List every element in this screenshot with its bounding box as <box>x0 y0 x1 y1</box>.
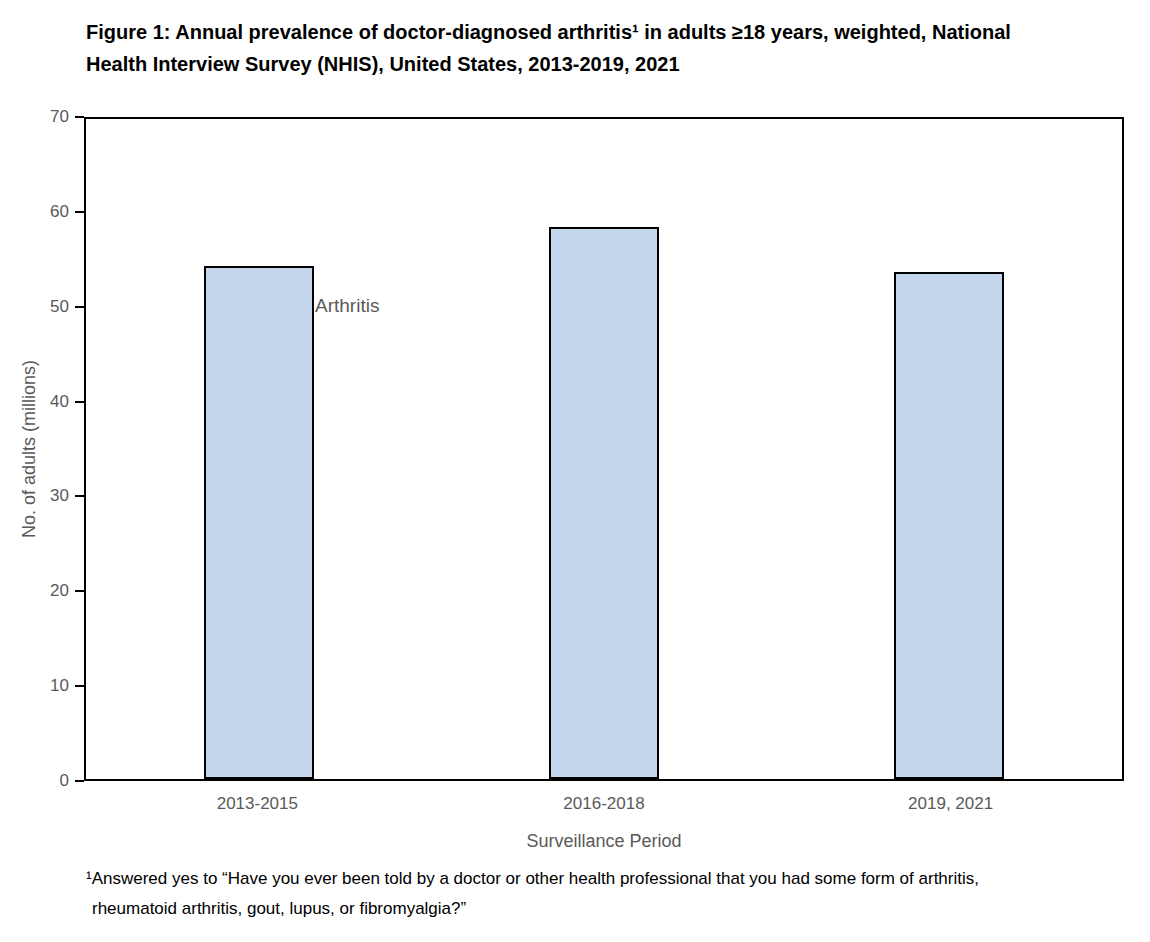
y-tick-label: 20 <box>50 581 69 601</box>
x-axis: 2013-2015 2016-2018 2019, 2021 <box>84 781 1124 823</box>
y-tick-mark <box>75 211 84 213</box>
y-tick-mark <box>75 685 84 687</box>
y-tick-mark <box>75 590 84 592</box>
y-tick-mark <box>75 116 84 118</box>
bar-2016-2018 <box>549 227 659 779</box>
y-tick-label: 30 <box>50 486 69 506</box>
figure-page: Figure 1: Annual prevalence of doctor-di… <box>0 0 1150 942</box>
figure-title: Figure 1: Annual prevalence of doctor-di… <box>86 16 1140 80</box>
y-axis: 010203040506070 <box>0 117 84 781</box>
y-tick-label: 70 <box>50 107 69 127</box>
figure-title-line-2: Health Interview Survey (NHIS), United S… <box>86 48 1140 80</box>
y-tick-label: 10 <box>50 676 69 696</box>
y-tick-mark <box>75 495 84 497</box>
y-tick-mark <box>75 780 84 782</box>
y-tick-label: 0 <box>60 771 69 791</box>
bar-2019-2021 <box>894 272 1004 779</box>
x-tick-label: 2019, 2021 <box>908 794 993 814</box>
figure-title-line-1: Figure 1: Annual prevalence of doctor-di… <box>86 16 1140 48</box>
plot-area: Arthritis <box>84 117 1124 781</box>
y-tick-label: 50 <box>50 297 69 317</box>
x-tick-label: 2013-2015 <box>217 794 298 814</box>
y-tick-label: 40 <box>50 392 69 412</box>
y-tick-label: 60 <box>50 202 69 222</box>
footnote-line-2: rheumatoid arthritis, gout, lupus, or fi… <box>86 894 1106 924</box>
x-axis-title: Surveillance Period <box>84 831 1124 852</box>
legend-label: Arthritis <box>315 295 379 317</box>
x-tick-label: 2016-2018 <box>563 794 644 814</box>
y-axis-title: No. of adults (millions) <box>19 360 40 538</box>
y-tick-mark <box>75 306 84 308</box>
footnote-line-1: ¹Answered yes to “Have you ever been tol… <box>86 864 1106 894</box>
bar-2013-2015 <box>204 266 314 779</box>
y-tick-mark <box>75 401 84 403</box>
footnote: ¹Answered yes to “Have you ever been tol… <box>86 864 1106 924</box>
